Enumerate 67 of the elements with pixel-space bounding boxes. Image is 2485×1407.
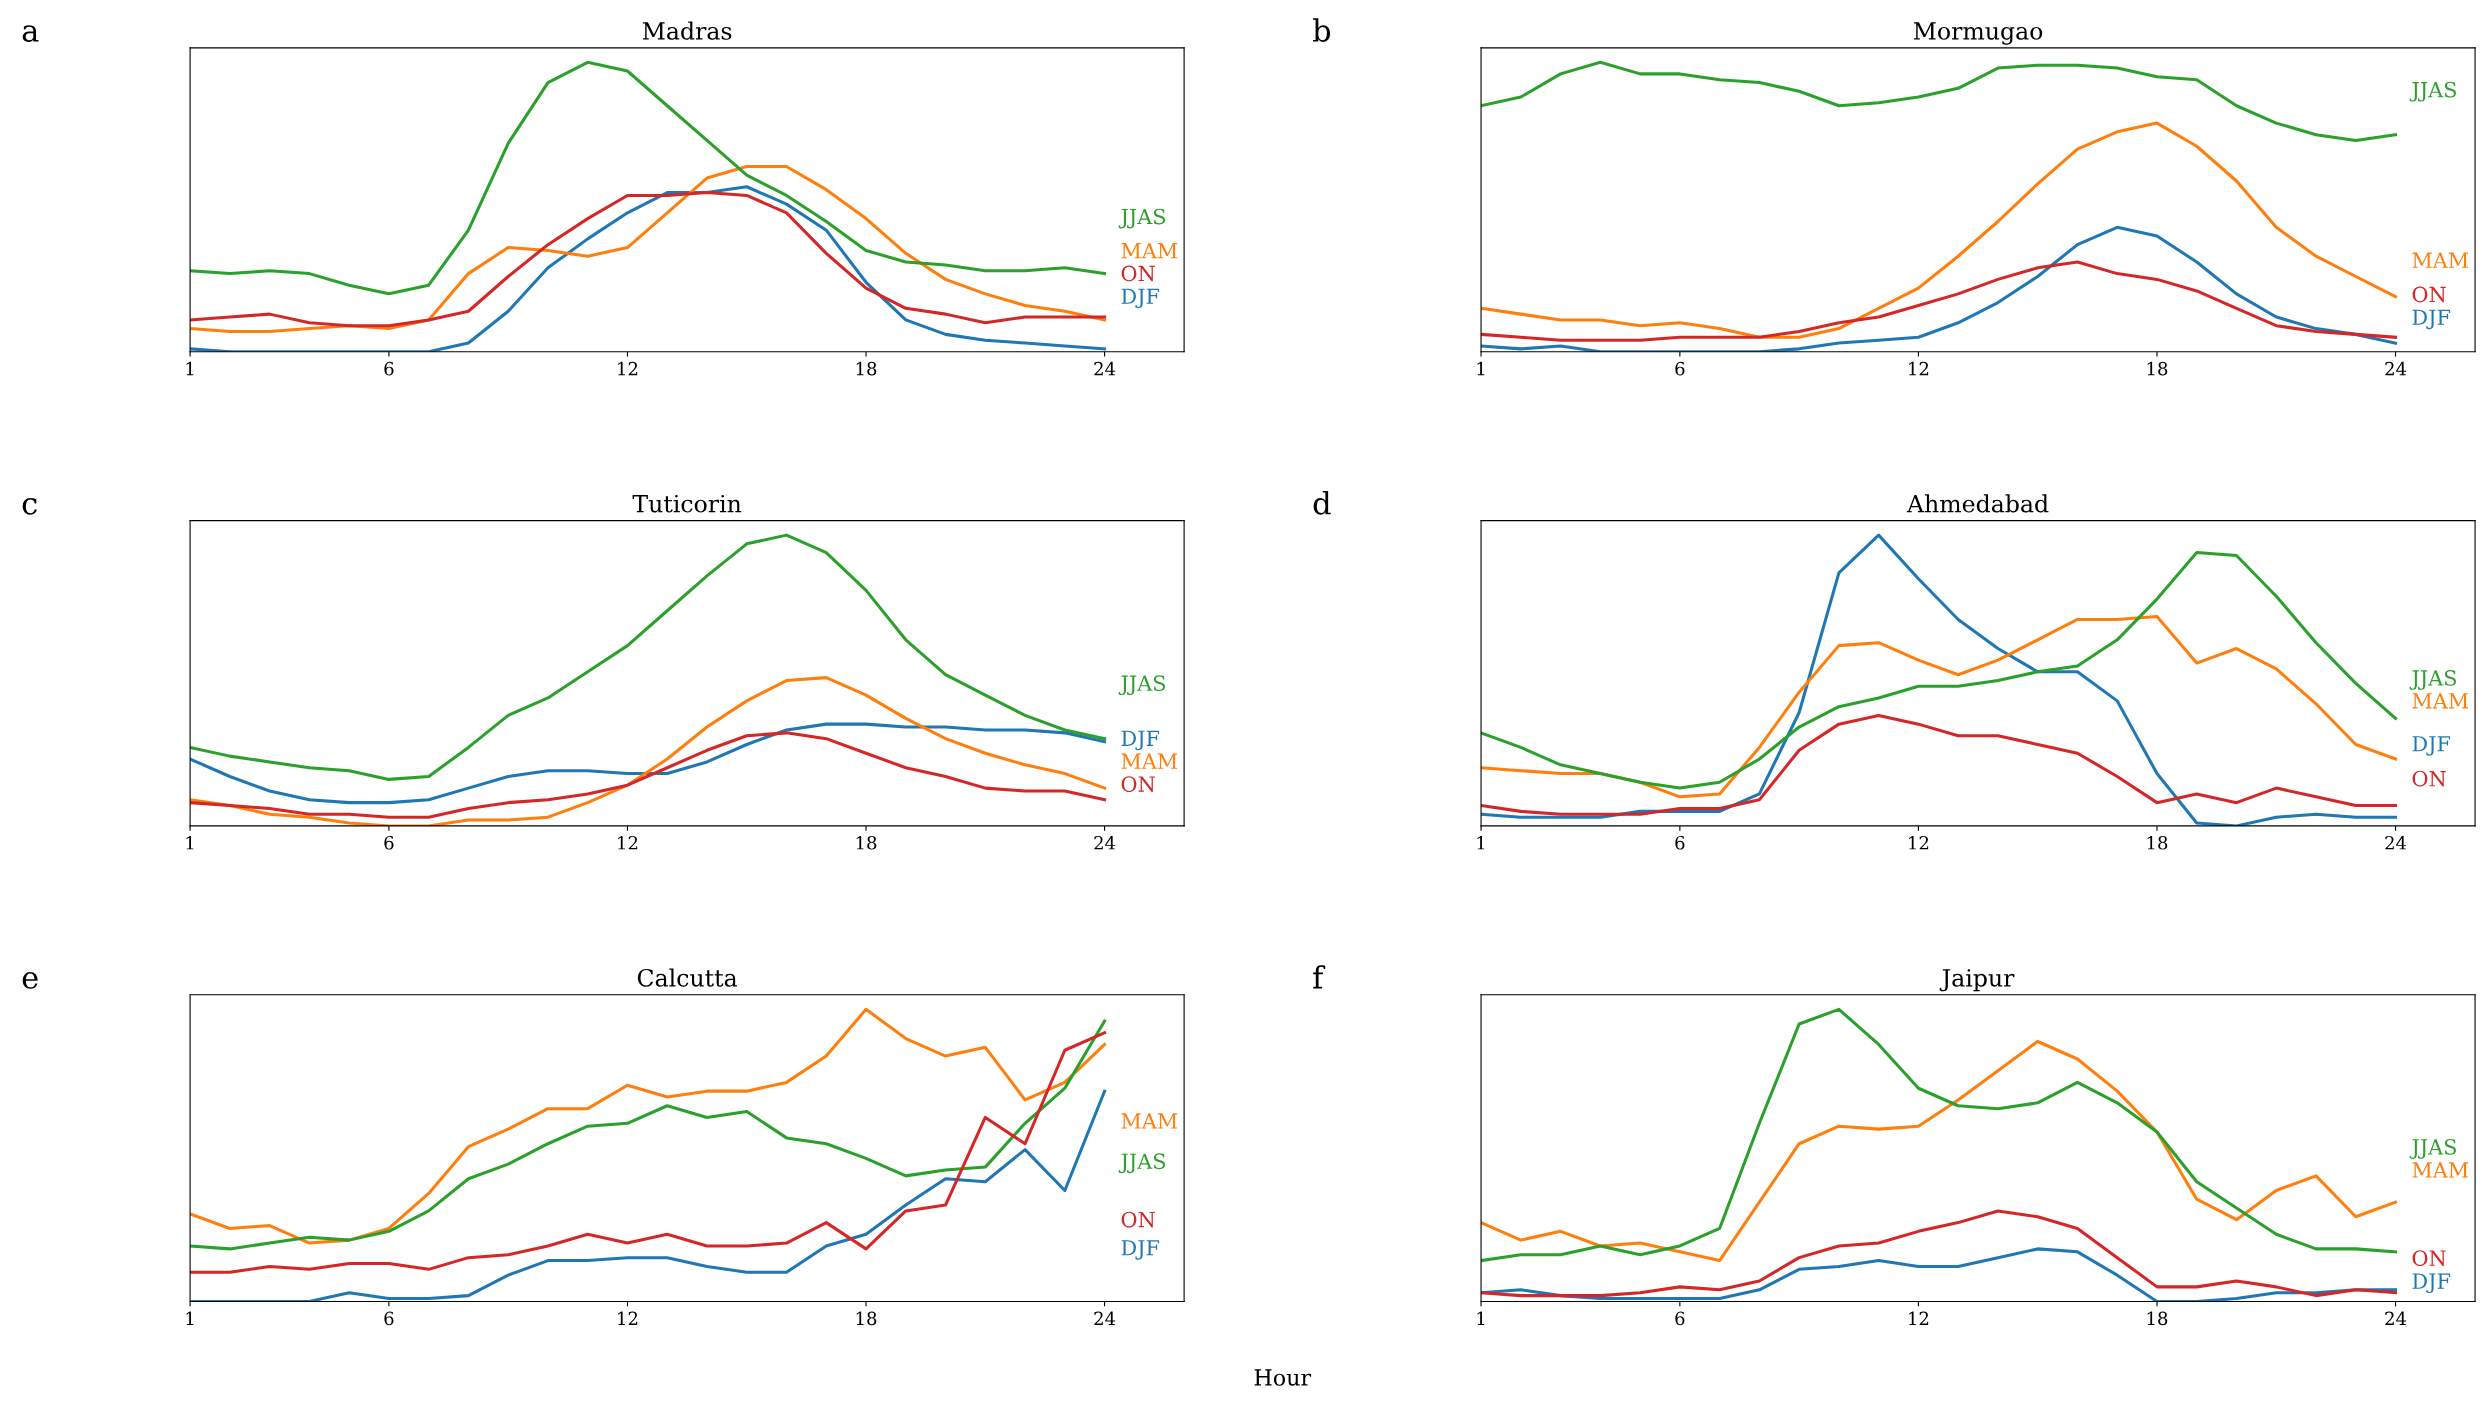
chart-title: Tuticorin	[632, 494, 742, 513]
x-tick-label: 1	[1477, 361, 1485, 376]
x-tick-label: 18	[2147, 1311, 2168, 1326]
series-label: JJAS	[2409, 670, 2456, 690]
series-label: ON	[2412, 770, 2446, 787]
x-tick-label: 12	[618, 835, 638, 850]
text: e	[22, 972, 38, 989]
x-tick-label: 18	[2147, 835, 2168, 850]
x-tick-label: 6	[1675, 361, 1685, 376]
series-label: MAM	[2412, 252, 2469, 268]
series-label: ON	[1121, 265, 1155, 282]
x-tick-label: 24	[2385, 361, 2407, 376]
series-label: DJF	[2412, 309, 2451, 330]
text: b	[1312, 18, 1331, 42]
chart-title: Calcutta	[637, 968, 738, 987]
text: MAM	[1121, 1113, 1178, 1129]
text: JJAS	[1118, 675, 1165, 696]
x-tick-label: 24	[1094, 835, 1116, 850]
x-tick-label: 18	[2147, 361, 2168, 376]
series-label: MAM	[2412, 1162, 2469, 1178]
x-tick-label: 24	[1094, 1311, 1116, 1325]
x-tick-label: 1	[1477, 1311, 1485, 1325]
x-tick-label: 24	[1094, 361, 1116, 376]
text: MAM	[1121, 243, 1178, 259]
x-tick-label: 24	[2385, 835, 2407, 850]
text: f	[1313, 965, 1326, 989]
x-tick-label: 18	[856, 1311, 877, 1326]
series-label: MAM	[1121, 753, 1178, 769]
x-tick-label: 12	[1909, 361, 1929, 376]
series-label: ON	[2412, 1250, 2446, 1267]
chart-title: Madras	[642, 21, 732, 40]
text: a	[22, 25, 39, 42]
x-tick-label: 6	[384, 1311, 394, 1326]
series-label: JJAS	[2409, 81, 2456, 102]
x-tick-label: 6	[1675, 1311, 1685, 1326]
x-axis-title: Hour	[1254, 1369, 1312, 1386]
x-tick-label: 18	[856, 361, 877, 376]
text: JJAS	[2409, 1139, 2456, 1159]
chart-title: Mormugao	[1913, 22, 2043, 45]
x-tick-label: 12	[1909, 835, 1929, 850]
series-label: ON	[2412, 286, 2446, 303]
text: c	[22, 497, 37, 515]
x-tick-label: 6	[1675, 835, 1685, 850]
x-tick-label: 1	[186, 1311, 194, 1325]
x-tick-label: 12	[618, 1311, 638, 1325]
text: JJAS	[1118, 1153, 1165, 1174]
series-label: ON	[1121, 776, 1155, 792]
x-tick-label: 24	[2385, 1311, 2407, 1325]
series-label: DJF	[2412, 1273, 2451, 1294]
text: DJF	[1121, 288, 1160, 309]
text: DJF	[1121, 1240, 1160, 1260]
text: JJAS	[1118, 208, 1165, 229]
x-tick-label: 6	[384, 361, 394, 376]
text: DJF	[2412, 736, 2451, 756]
text: MAM	[2412, 693, 2469, 709]
x-tick-label: 1	[186, 361, 194, 376]
series-label: DJF	[1121, 730, 1160, 751]
text: d	[1313, 491, 1331, 515]
chart-title: Ahmedabad	[1906, 494, 2049, 513]
chart-title: Jaipur	[1939, 969, 2015, 992]
x-tick-label: 1	[1477, 835, 1485, 850]
text: ON	[1121, 1211, 1155, 1228]
x-tick-label: 1	[186, 835, 194, 850]
x-tick-label: 12	[1909, 1311, 1929, 1325]
x-tick-label: 6	[384, 835, 394, 850]
x-tick-label: 12	[618, 361, 638, 376]
x-tick-label: 18	[856, 835, 877, 850]
